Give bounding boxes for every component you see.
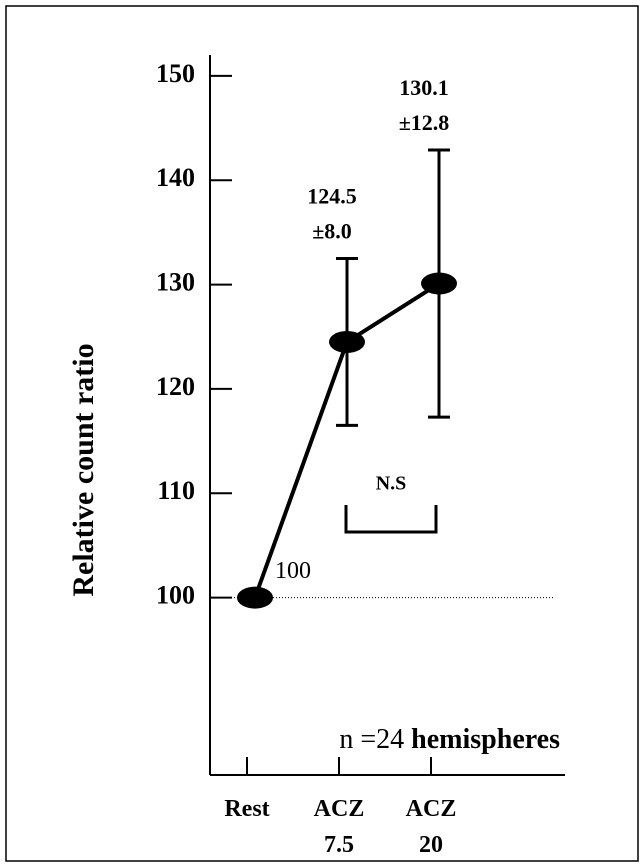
y-tick-label: 110: [157, 476, 195, 505]
x-tick-label: Rest: [224, 796, 269, 822]
value-label: 100: [275, 558, 311, 584]
y-tick-label: 100: [156, 581, 195, 610]
marker: [329, 330, 365, 353]
frame: [5, 5, 639, 862]
x-tick-label: ACZ 7.5: [314, 796, 365, 858]
marker: [237, 586, 273, 609]
error-label: ±12.8: [399, 110, 450, 135]
marker: [421, 272, 457, 295]
x-tick-label-line: 7.5: [324, 832, 354, 858]
y-tick-label: 150: [156, 59, 195, 88]
y-axis-label: Relative count ratio: [67, 343, 100, 596]
value-label: 130.1: [399, 75, 449, 100]
y-tick-label: 130: [156, 268, 195, 297]
x-tick-label-line: Rest: [224, 796, 269, 822]
error-label: ±8.0: [312, 219, 352, 244]
bracket-label: N.S: [376, 473, 407, 495]
y-tick-label: 120: [156, 372, 195, 401]
y-tick-label: 140: [156, 163, 195, 192]
x-tick-label-line: ACZ: [406, 796, 457, 822]
bracket: [344, 505, 438, 534]
x-tick-label: ACZ 20: [406, 796, 457, 858]
note: n =24 hemispheres: [339, 724, 560, 755]
x-tick-label-line: 20: [419, 832, 443, 858]
value-label: 124.5: [307, 184, 357, 209]
note-n: n =24: [339, 724, 404, 755]
x-tick-label-line: ACZ: [314, 796, 365, 822]
note-unit: hemispheres: [411, 724, 560, 755]
